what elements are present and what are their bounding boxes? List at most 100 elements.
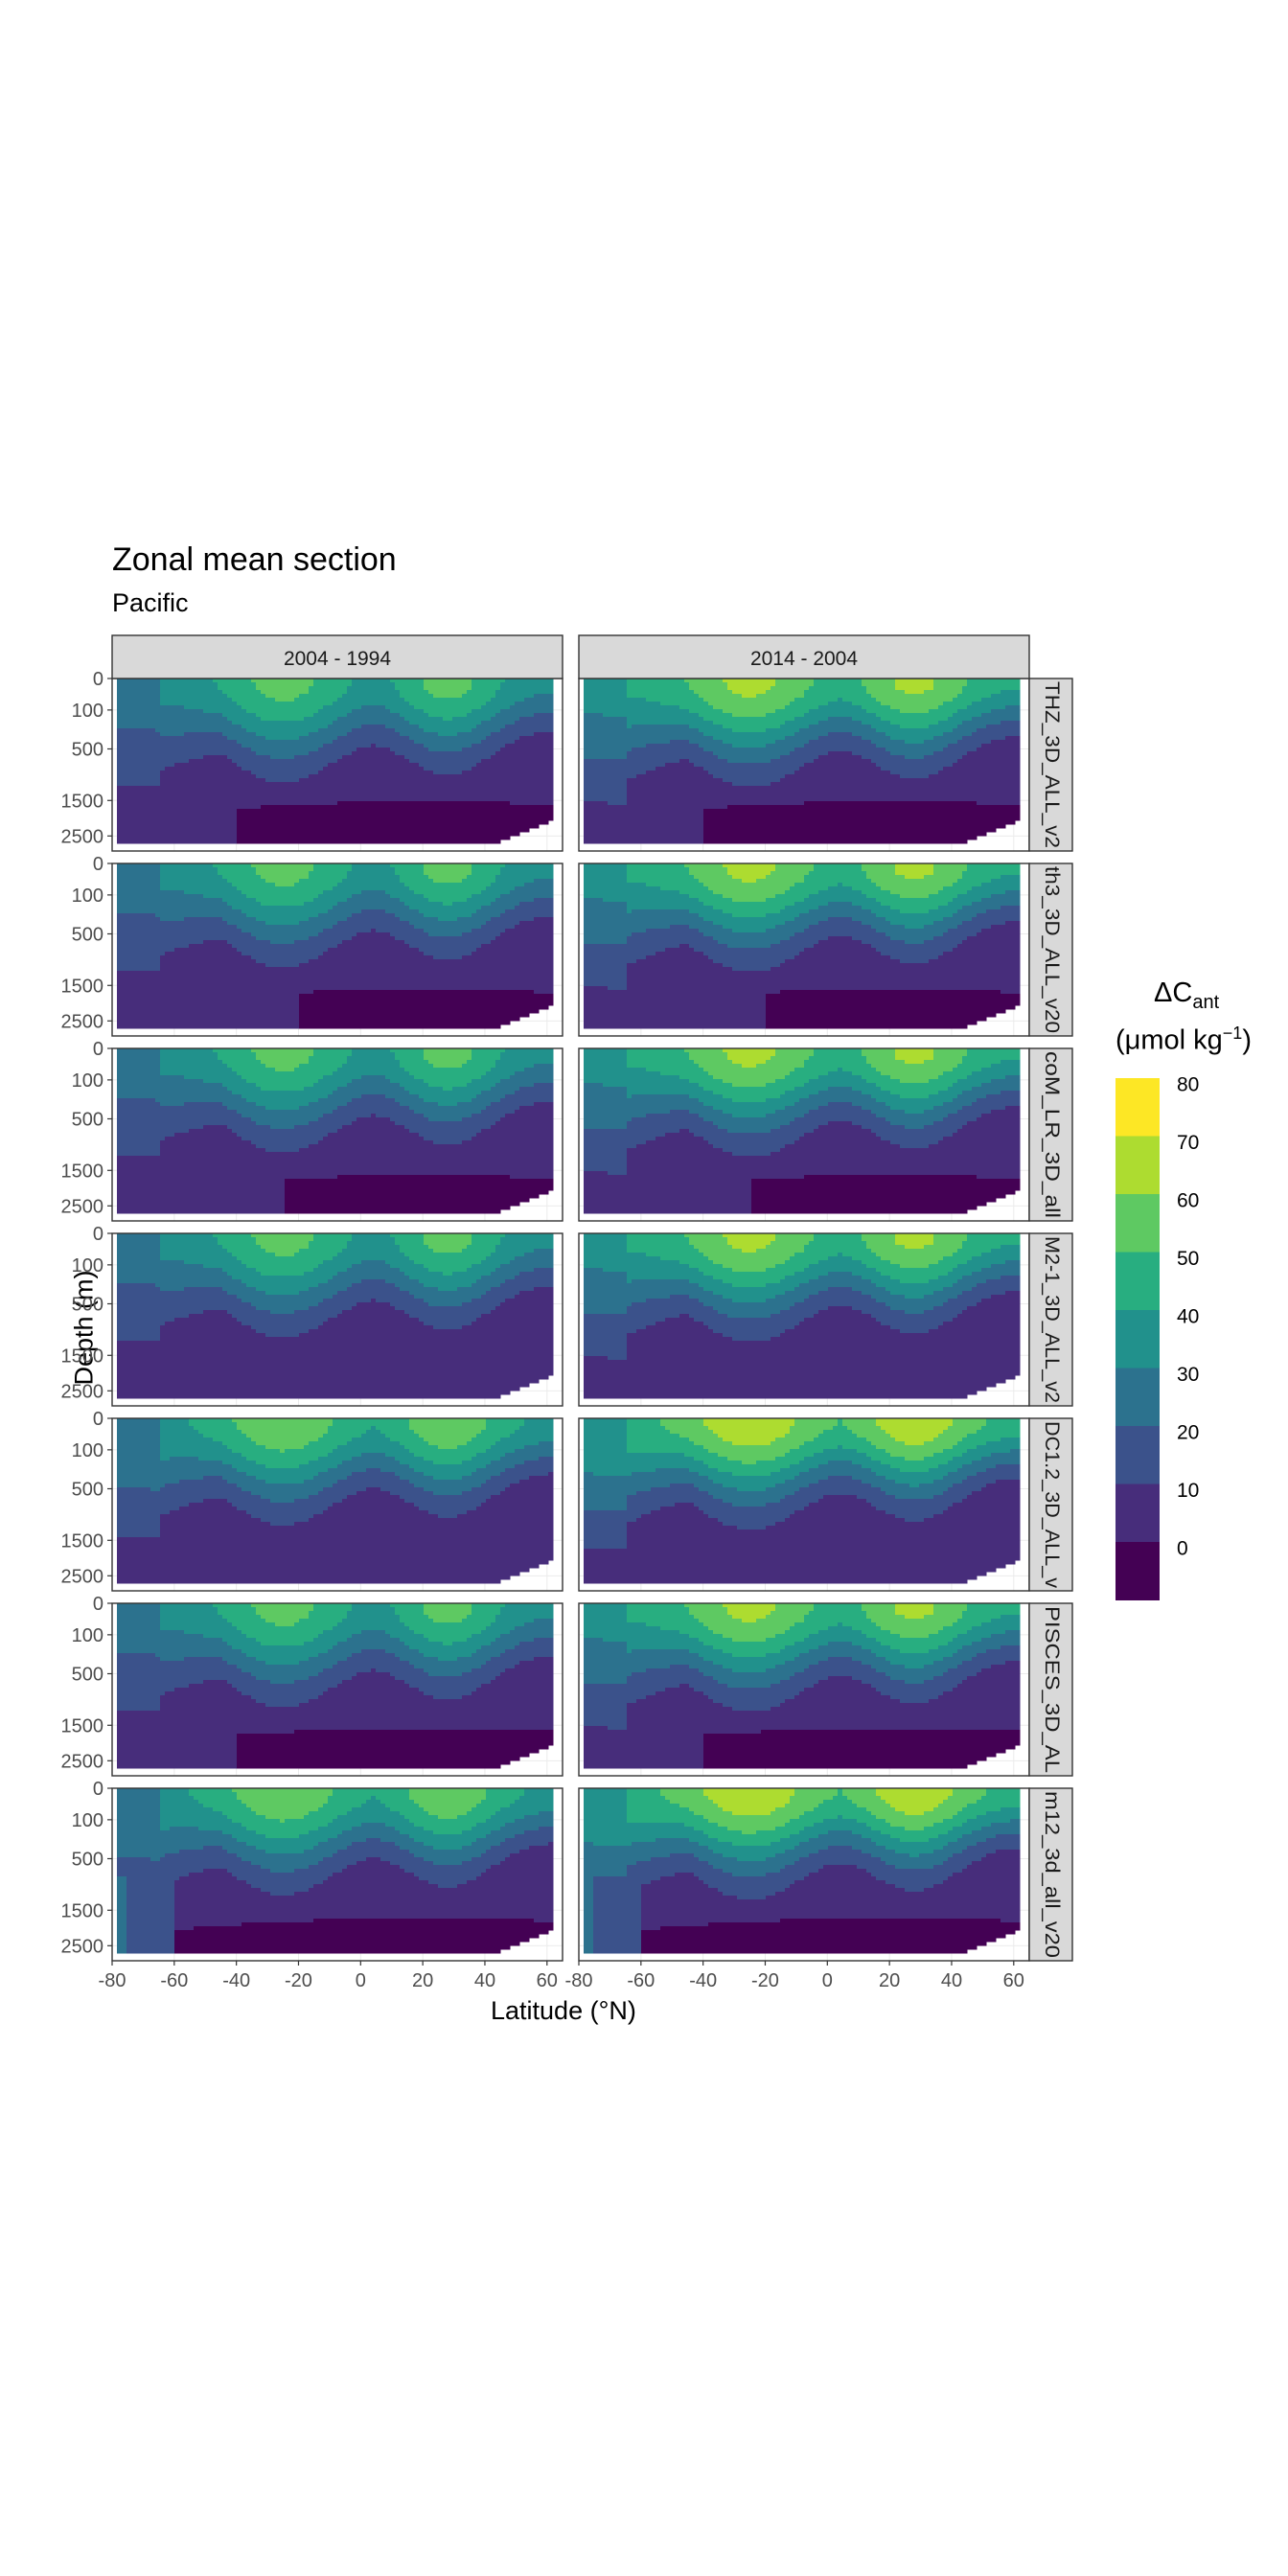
contour-cell — [414, 763, 420, 768]
contour-cell — [146, 828, 151, 833]
contour-cell — [318, 786, 324, 791]
contour-cell — [486, 736, 492, 741]
contour-cell — [146, 694, 151, 699]
contour-cell — [376, 721, 381, 725]
contour-cell — [419, 820, 425, 825]
contour-cell — [323, 782, 329, 787]
contour-cell — [380, 763, 386, 768]
contour-cell — [270, 717, 276, 722]
contour-cell — [438, 794, 444, 798]
contour-cell — [448, 801, 453, 806]
contour-cell — [289, 790, 295, 794]
contour-cell — [256, 709, 262, 714]
contour-cell — [237, 797, 242, 802]
contour-cell — [150, 724, 156, 729]
contour-cell — [505, 805, 511, 810]
contour-cell — [213, 728, 218, 733]
contour-cell — [309, 782, 314, 787]
contour-cell — [146, 686, 151, 691]
contour-cell — [117, 721, 123, 725]
contour-cell — [380, 728, 386, 733]
contour-cell — [256, 832, 262, 837]
contour-cell — [390, 828, 396, 833]
contour-cell — [481, 813, 487, 817]
contour-cell — [448, 813, 453, 817]
contour-cell — [251, 786, 257, 791]
contour-cell — [256, 824, 262, 829]
contour-cell — [155, 732, 161, 737]
contour-cell — [548, 809, 554, 814]
contour-cell — [280, 813, 286, 817]
contour-cell — [213, 755, 218, 760]
contour-cell — [309, 805, 314, 810]
contour-cell — [265, 709, 271, 714]
contour-cell — [524, 690, 530, 695]
contour-cell — [189, 686, 195, 691]
contour-cell — [390, 717, 396, 722]
contour-cell — [194, 797, 199, 802]
contour-cell — [337, 694, 343, 699]
contour-cell — [424, 748, 429, 752]
contour-cell — [390, 732, 396, 737]
contour-cell — [218, 813, 223, 817]
contour-cell — [333, 805, 338, 810]
contour-cell — [318, 759, 324, 764]
contour-cell — [318, 813, 324, 817]
contour-cell — [232, 763, 238, 768]
contour-cell — [261, 778, 266, 783]
contour-cell — [505, 824, 511, 829]
contour-cell — [476, 728, 482, 733]
contour-cell — [285, 755, 290, 760]
contour-cell — [342, 686, 348, 691]
contour-cell — [198, 755, 204, 760]
contour-cell — [510, 724, 516, 729]
contour-cell — [404, 778, 410, 783]
contour-cell — [222, 705, 228, 710]
contour-cell — [457, 820, 463, 825]
contour-cell — [256, 794, 262, 798]
contour-cell — [208, 748, 214, 752]
contour-cell — [194, 713, 199, 718]
contour-cell — [299, 702, 305, 706]
contour-cell — [486, 698, 492, 702]
contour-cell — [131, 797, 137, 802]
contour-cell — [150, 705, 156, 710]
contour-cell — [270, 732, 276, 737]
contour-cell — [433, 805, 439, 810]
contour-cell — [438, 820, 444, 825]
contour-cell — [136, 724, 142, 729]
contour-cell — [242, 759, 247, 764]
contour-cell — [505, 702, 511, 706]
contour-cell — [304, 717, 310, 722]
contour-cell — [452, 794, 458, 798]
contour-cell — [203, 813, 209, 817]
contour-cell — [438, 713, 444, 718]
contour-cell — [443, 790, 448, 794]
contour-cell — [170, 774, 175, 779]
contour-cell — [141, 740, 147, 745]
contour-cell — [275, 748, 281, 752]
contour-cell — [304, 774, 310, 779]
contour-cell — [424, 721, 429, 725]
contour-cell — [352, 790, 357, 794]
contour-cell — [285, 690, 290, 695]
contour-cell — [356, 686, 362, 691]
contour-cell — [280, 763, 286, 768]
contour-cell — [256, 759, 262, 764]
contour-cell — [337, 724, 343, 729]
contour-cell — [222, 748, 228, 752]
contour-cell — [280, 770, 286, 775]
contour-cell — [419, 782, 425, 787]
contour-cell — [395, 824, 401, 829]
contour-cell — [404, 770, 410, 775]
contour-cell — [347, 805, 353, 810]
contour-cell — [510, 702, 516, 706]
contour-cell — [285, 786, 290, 791]
contour-cell — [409, 721, 415, 725]
contour-cell — [491, 774, 496, 779]
contour-cell — [529, 705, 535, 710]
contour-cell — [376, 740, 381, 745]
contour-cell — [251, 778, 257, 783]
contour-cell — [333, 801, 338, 806]
contour-cell — [323, 694, 329, 699]
